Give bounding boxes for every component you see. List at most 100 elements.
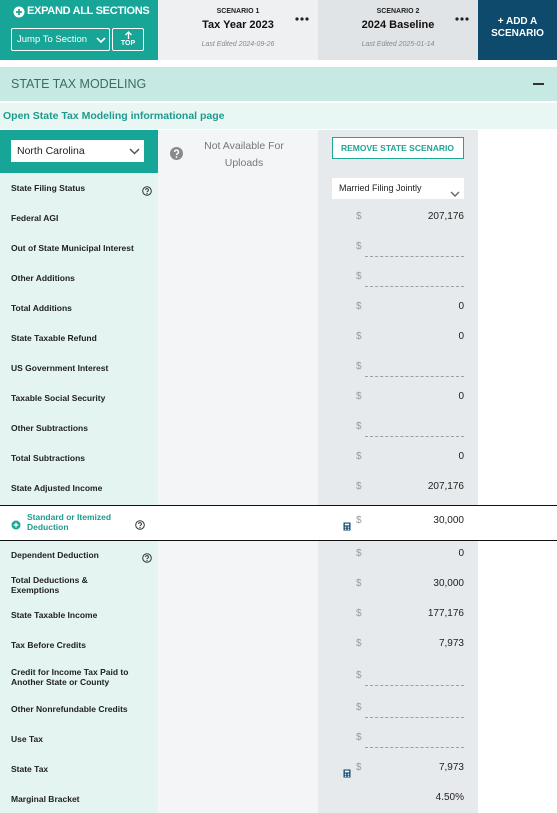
jump-text: Jump To Section bbox=[17, 34, 88, 45]
label-column bbox=[0, 130, 158, 813]
row-label: Dependent Deduction bbox=[11, 550, 99, 560]
row-label: State Tax bbox=[11, 764, 49, 774]
currency: $ bbox=[356, 301, 362, 312]
scenario-edited: Last Edited 2024-09-26 bbox=[201, 41, 275, 48]
row-label: Other Nonrefundable Credits bbox=[11, 704, 128, 714]
not-available: Not Available For Uploads bbox=[204, 140, 284, 169]
currency: $ bbox=[356, 608, 362, 619]
scenario-name: Tax Year 2023 bbox=[202, 19, 274, 31]
currency: $ bbox=[356, 732, 362, 743]
row-value[interactable]: 30,000 bbox=[433, 515, 464, 526]
help-icon[interactable] bbox=[170, 147, 183, 160]
scenario-label: SCENARIO 2 bbox=[376, 8, 420, 15]
scenario-edited: Last Edited 2025-01-14 bbox=[361, 41, 435, 48]
row-value[interactable]: 0 bbox=[458, 331, 464, 342]
currency: $ bbox=[356, 361, 362, 372]
filing-text: Married Filing Jointly bbox=[339, 183, 422, 193]
section-bar[interactable]: STATE TAX MODELING bbox=[0, 67, 557, 101]
row-value[interactable]: 0 bbox=[458, 548, 464, 559]
dots bbox=[455, 17, 469, 21]
help-icon[interactable] bbox=[142, 186, 152, 196]
help[interactable] bbox=[142, 550, 152, 563]
input-field[interactable] bbox=[365, 239, 464, 257]
currency: $ bbox=[356, 548, 362, 559]
row-label: State Filing Status bbox=[11, 183, 86, 193]
input-field[interactable] bbox=[365, 359, 464, 377]
jump-select[interactable]: Jump To Section bbox=[11, 28, 110, 51]
calc[interactable] bbox=[343, 518, 351, 531]
currency: $ bbox=[356, 638, 362, 649]
info-link[interactable]: Open State Tax Modeling informational pa… bbox=[3, 110, 225, 122]
collapse-icon[interactable] bbox=[533, 83, 544, 85]
currency: $ bbox=[356, 331, 362, 342]
row-label: Out of State Municipal Interest bbox=[11, 243, 134, 253]
help-icon[interactable] bbox=[135, 520, 145, 530]
expanded-row-bg bbox=[0, 506, 557, 541]
row-label: Use Tax bbox=[11, 734, 43, 744]
calc-icon[interactable] bbox=[343, 769, 351, 778]
currency: $ bbox=[356, 451, 362, 462]
input-field[interactable] bbox=[365, 419, 464, 437]
row-value[interactable]: 0 bbox=[458, 301, 464, 312]
input-field[interactable] bbox=[365, 730, 464, 748]
expand-icon[interactable] bbox=[11, 517, 21, 530]
row-value[interactable]: 207,176 bbox=[427, 211, 464, 222]
input-field[interactable] bbox=[365, 269, 464, 287]
row-label: Credit for Income Tax Paid to Another St… bbox=[11, 667, 129, 687]
row-value[interactable]: 0 bbox=[458, 391, 464, 402]
row-label: Total Additions bbox=[11, 303, 72, 313]
row-label: State Taxable Refund bbox=[11, 333, 97, 343]
scenario-header: SCENARIO 2 2024 Baseline Last Edited 2025-… bbox=[318, 0, 478, 60]
top-button[interactable]: TOP bbox=[112, 28, 144, 51]
calc-icon[interactable] bbox=[343, 522, 351, 531]
chevron-icon bbox=[450, 191, 460, 197]
divider bbox=[0, 540, 557, 541]
help[interactable] bbox=[135, 517, 145, 530]
scenario-header: SCENARIO 1 Tax Year 2023 Last Edited 2024-… bbox=[158, 0, 318, 60]
link-bar: Open State Tax Modeling informational pa… bbox=[0, 103, 557, 129]
scenario-name: 2024 Baseline bbox=[361, 19, 435, 31]
row-value[interactable]: 207,176 bbox=[427, 481, 464, 492]
row-value[interactable]: 30,000 bbox=[433, 578, 464, 589]
expand-icon bbox=[13, 6, 25, 18]
row-value[interactable]: 177,176 bbox=[427, 608, 464, 619]
row-label: Federal AGI bbox=[11, 213, 59, 223]
state-text: North Carolina bbox=[17, 145, 85, 157]
row-value[interactable]: 0 bbox=[458, 451, 464, 462]
row-label: Marginal Bracket bbox=[11, 794, 80, 804]
state-select[interactable]: North Carolina bbox=[11, 140, 144, 162]
input-field[interactable] bbox=[365, 700, 464, 718]
currency: $ bbox=[356, 241, 362, 252]
row-label: Tax Before Credits bbox=[11, 640, 86, 650]
row-value[interactable]: 7,973 bbox=[438, 762, 464, 773]
currency: $ bbox=[356, 762, 362, 773]
row-label: State Adjusted Income bbox=[11, 483, 103, 493]
remove-button[interactable]: REMOVE STATE SCENARIO bbox=[332, 137, 464, 159]
currency: $ bbox=[356, 391, 362, 402]
remove-text: REMOVE STATE SCENARIO bbox=[340, 143, 455, 153]
currency: $ bbox=[356, 271, 362, 282]
calc[interactable] bbox=[343, 765, 351, 778]
chevron bbox=[450, 185, 460, 197]
add-scenario[interactable]: + ADD A SCENARIO bbox=[478, 0, 557, 60]
plus-icon bbox=[11, 520, 21, 530]
menu-icon[interactable] bbox=[295, 9, 309, 21]
chevron bbox=[129, 148, 140, 155]
menu-icon[interactable] bbox=[455, 9, 469, 21]
scenario-1-column bbox=[158, 130, 318, 813]
scenario-2-column bbox=[318, 130, 478, 813]
row-value[interactable]: 7,973 bbox=[438, 638, 464, 649]
row-label: Other Subtractions bbox=[11, 423, 88, 433]
input-field[interactable] bbox=[365, 668, 464, 686]
filing-select[interactable]: Married Filing Jointly bbox=[332, 178, 464, 199]
expand-all[interactable]: EXPAND ALL SECTIONS bbox=[27, 5, 150, 17]
row-label: Total Deductions & Exemptions bbox=[11, 575, 88, 595]
section-title: STATE TAX MODELING bbox=[11, 77, 147, 91]
currency: $ bbox=[356, 211, 362, 222]
help-icon[interactable] bbox=[142, 553, 152, 563]
row-value: 4.50% bbox=[435, 792, 464, 803]
add-text: + ADD A SCENARIO bbox=[491, 16, 544, 39]
currency: $ bbox=[356, 421, 362, 432]
help[interactable] bbox=[142, 183, 152, 196]
